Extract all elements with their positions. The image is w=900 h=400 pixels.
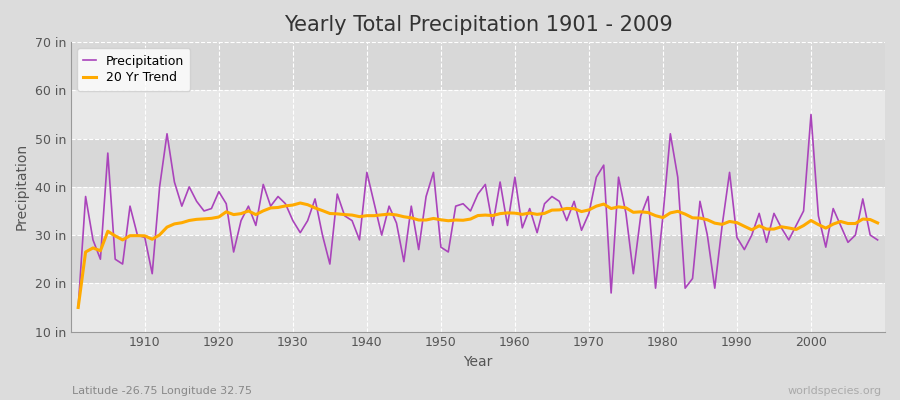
Precipitation	[509, 175, 520, 180]
Precipitation	[295, 230, 306, 235]
20 Yr Trend	[73, 305, 84, 310]
Precipitation	[872, 238, 883, 242]
Legend: Precipitation, 20 Yr Trend: Precipitation, 20 Yr Trend	[77, 48, 190, 91]
Precipitation	[73, 305, 84, 310]
Precipitation	[339, 213, 350, 218]
Line: 20 Yr Trend: 20 Yr Trend	[78, 203, 878, 308]
Precipitation	[806, 112, 816, 117]
Bar	[71, 139, 885, 187]
Title: Yearly Total Precipitation 1901 - 2009: Yearly Total Precipitation 1901 - 2009	[284, 15, 672, 35]
Precipitation	[598, 163, 609, 168]
Bar	[71, 42, 885, 90]
Line: Precipitation: Precipitation	[78, 114, 878, 308]
Text: worldspecies.org: worldspecies.org	[788, 386, 882, 396]
Y-axis label: Precipitation: Precipitation	[15, 143, 29, 230]
20 Yr Trend	[606, 206, 616, 211]
20 Yr Trend	[132, 233, 143, 238]
20 Yr Trend	[302, 202, 313, 207]
20 Yr Trend	[509, 211, 520, 216]
20 Yr Trend	[346, 213, 357, 218]
Bar	[71, 283, 885, 332]
20 Yr Trend	[517, 212, 527, 217]
X-axis label: Year: Year	[464, 355, 492, 369]
Precipitation	[502, 223, 513, 228]
20 Yr Trend	[872, 220, 883, 225]
Precipitation	[132, 233, 143, 238]
Text: Latitude -26.75 Longitude 32.75: Latitude -26.75 Longitude 32.75	[72, 386, 252, 396]
Bar	[71, 90, 885, 139]
Bar	[71, 235, 885, 283]
20 Yr Trend	[295, 201, 306, 206]
Bar	[71, 187, 885, 235]
